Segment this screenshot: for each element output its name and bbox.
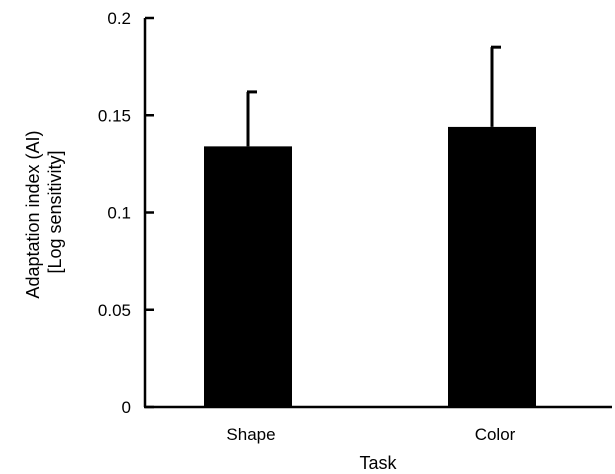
- x-tick-labels: Shape Color: [226, 425, 515, 444]
- y-axis-title: Adaptation index (AI) [Log sensitivity]: [23, 125, 65, 298]
- bar-shape: [204, 146, 292, 407]
- y-tick-label: 0.05: [98, 301, 131, 320]
- x-tick-label-shape: Shape: [226, 425, 275, 444]
- bar-color: [448, 126, 536, 408]
- y-tick-label: 0.2: [107, 9, 131, 28]
- y-tick-label: 0.1: [107, 204, 131, 223]
- y-axis-title-line-1: Adaptation index (AI): [23, 130, 43, 298]
- y-axis-title-line-2: [Log sensitivity]: [45, 150, 65, 273]
- x-tick-label-color: Color: [475, 425, 516, 444]
- y-tick-label: 0: [122, 398, 131, 417]
- y-ticks: 0 0.05 0.1 0.15 0.2: [98, 9, 154, 417]
- bars: [204, 45, 536, 408]
- x-axis-title: Task: [359, 453, 397, 473]
- y-tick-label: 0.15: [98, 106, 131, 125]
